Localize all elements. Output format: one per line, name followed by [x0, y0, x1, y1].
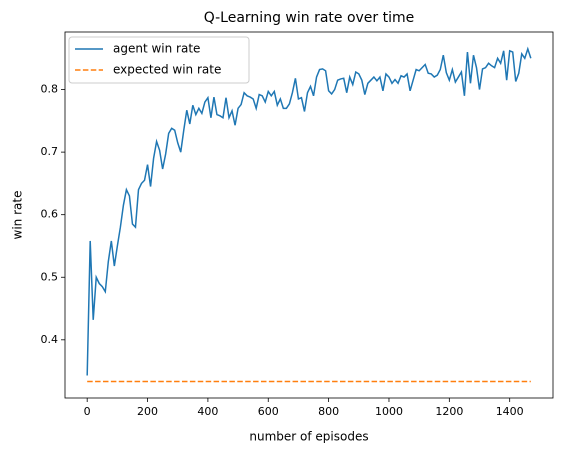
plot-frame — [64, 31, 554, 399]
y-tick-label: 0.5 — [41, 270, 59, 283]
y-axis-label: win rate — [11, 191, 25, 240]
y-tick-label: 0.6 — [41, 208, 59, 221]
x-tick-label: 1200 — [435, 405, 463, 418]
x-axis-label: number of episodes — [249, 430, 368, 444]
x-tick-label: 0 — [84, 405, 91, 418]
x-tick-label: 200 — [137, 405, 158, 418]
chart-title: Q-Learning win rate over time — [204, 10, 415, 26]
legend-label: agent win rate — [113, 42, 200, 56]
y-tick-label: 0.8 — [41, 83, 59, 96]
y-tick-label: 0.4 — [41, 333, 59, 346]
x-tick-label: 600 — [258, 405, 279, 418]
x-tick-label: 1400 — [496, 405, 524, 418]
legend-box — [68, 36, 250, 84]
legend-label: expected win rate — [113, 63, 221, 77]
x-tick-label: 1000 — [375, 405, 403, 418]
x-tick-label: 400 — [197, 405, 218, 418]
x-tick-label: 800 — [318, 405, 339, 418]
line-series — [86, 46, 532, 376]
y-tick-label: 0.7 — [41, 145, 59, 158]
